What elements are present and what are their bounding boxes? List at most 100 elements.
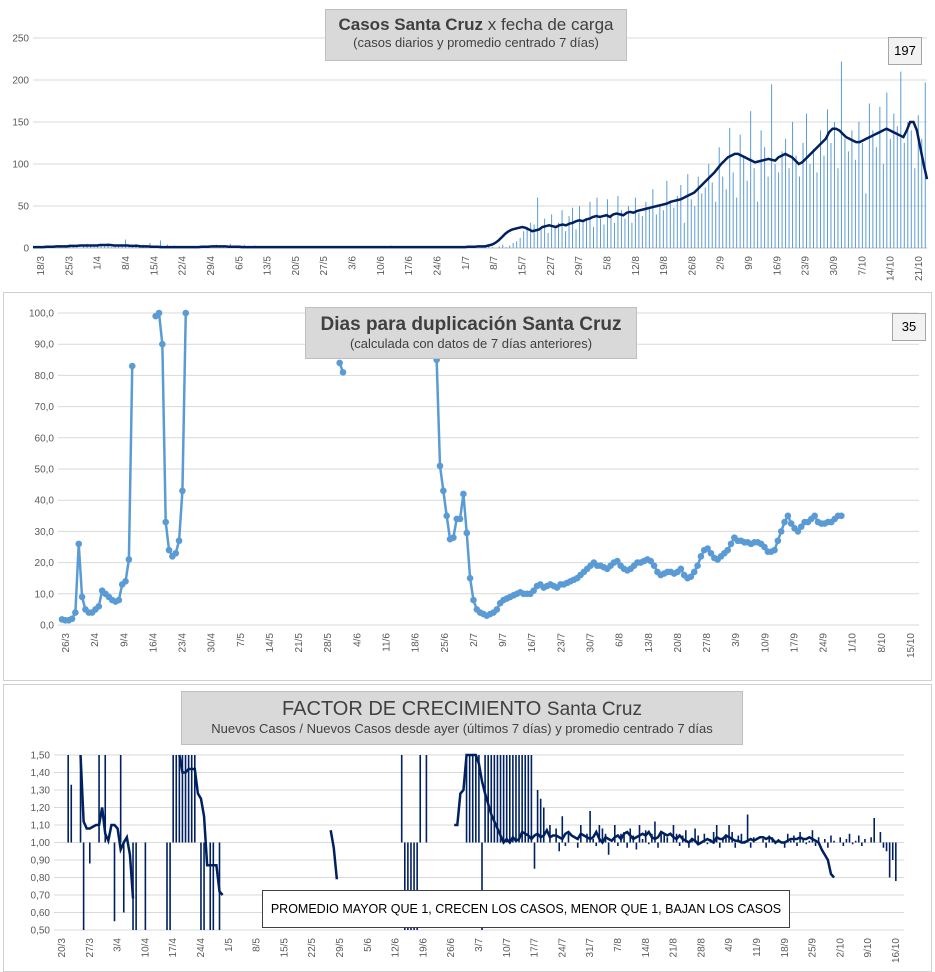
casos-ytick-label: 150 <box>12 118 29 129</box>
chart-casos-panel: 0 50 100 150 200 250 18/3 25/3 1/4 8/4 15/4 22/4 29/… <box>0 0 935 290</box>
duplicacion-ytick-label: 60,0 <box>35 433 55 444</box>
duplicacion-point <box>697 553 705 560</box>
factor-ytick-label: 1,20 <box>31 803 51 814</box>
duplicacion-xtick-label: 4/6 <box>352 633 363 647</box>
duplicacion-point <box>707 549 715 557</box>
factor-ytick-label: 1,30 <box>31 786 51 797</box>
factor-xtick-label: 19/6 <box>418 938 429 958</box>
factor-promedio-line <box>329 830 339 880</box>
duplicacion-point <box>530 587 537 594</box>
factor-xtick-label: 15/5 <box>279 938 290 958</box>
duplicacion-point <box>95 602 103 610</box>
casos-xtick-label: 17/6 <box>404 256 415 276</box>
duplicacion-point <box>179 487 186 495</box>
casos-xtick-label: 29/4 <box>206 256 217 276</box>
duplicacion-xtick-label: 9/7 <box>498 633 509 647</box>
duplicacion-point <box>781 518 788 526</box>
factor-xtick-label: 3/4 <box>113 938 124 952</box>
duplicacion-xtick-label: 26/3 <box>61 633 72 653</box>
chart-duplicacion-title-text: Dias para duplicación Santa Cruz <box>320 314 622 335</box>
duplicacion-xtick-label: 9/4 <box>119 633 130 647</box>
casos-xtick-label: 12/8 <box>631 256 642 276</box>
duplicacion-point <box>175 537 183 545</box>
factor-xtick-label: 18/9 <box>780 938 791 958</box>
casos-xtick-label: 23/9 <box>801 256 812 276</box>
duplicacion-ytick-label: 0,0 <box>40 621 54 632</box>
casos-ytick-label: 200 <box>12 76 29 87</box>
factor-xtick-label: 17/7 <box>530 938 541 958</box>
duplicacion-point <box>647 557 655 565</box>
duplicacion-xtick-label: 2/4 <box>90 633 101 647</box>
duplicacion-point <box>777 528 785 535</box>
factor-xtick-label: 26/6 <box>446 938 457 958</box>
duplicacion-xtick-label: 27/8 <box>702 633 713 653</box>
factor-ytick-label: 0,60 <box>31 908 51 919</box>
casos-xtick-label: 9/9 <box>744 256 755 270</box>
chart-casos-title-rest: x fecha de carga <box>487 15 614 34</box>
duplicacion-ytick-label: 80,0 <box>35 371 55 382</box>
factor-xtick-label: 1/5 <box>224 938 235 952</box>
duplicacion-point <box>172 549 180 557</box>
duplicacion-point <box>724 546 731 554</box>
duplicacion-xtick-label: 11/6 <box>382 633 393 652</box>
duplicacion-ytick-label: 100,0 <box>29 309 54 320</box>
factor-xtick-label: 5/6 <box>363 938 374 952</box>
factor-xtick-label: 28/8 <box>696 938 707 958</box>
duplicacion-xtick-label: 16/4 <box>148 633 159 653</box>
duplicacion-point <box>68 615 76 623</box>
casos-xtick-label: 19/8 <box>659 256 670 276</box>
duplicacion-ytick-label: 40,0 <box>35 496 55 507</box>
chart-factor-panel: 0,50 0,60 0,70 0,80 0,90 1,00 1,10 1,20 1,30 1,40… <box>3 684 932 972</box>
duplicacion-xtick-label: 15/10 <box>906 633 917 658</box>
casos-xtick-label: 13/5 <box>263 256 274 276</box>
factor-promedio-line <box>178 754 224 896</box>
factor-xtick-label: 21/8 <box>669 938 680 958</box>
duplicacion-point <box>450 534 457 541</box>
duplicacion-xtick-label: 23/4 <box>178 633 189 653</box>
factor-xtick-label: 2/10 <box>835 938 846 958</box>
chart-casos: 0 50 100 150 200 250 18/3 25/3 1/4 8/4 15/4 22/4 29/… <box>12 34 929 281</box>
duplicacion-point <box>493 606 501 613</box>
casos-xtick-label: 22/4 <box>178 256 189 276</box>
factor-xtick-label: 9/10 <box>863 938 874 958</box>
duplicacion-xtick-label: 7/5 <box>236 633 247 647</box>
factor-promedio-line <box>79 754 135 899</box>
factor-xtick-label: 14/8 <box>641 938 652 958</box>
duplicacion-xtick-label: 21/5 <box>294 633 305 653</box>
casos-xtick-label: 18/3 <box>36 256 47 276</box>
factor-ytick-label: 0,80 <box>31 873 51 884</box>
duplicacion-point <box>436 462 444 470</box>
casos-ytick-label: 250 <box>12 34 29 45</box>
chart-factor-note: PROMEDIO MAYOR QUE 1, CRECEN LOS CASOS, … <box>262 890 790 928</box>
duplicacion-xtick-label: 1/10 <box>848 633 859 653</box>
casos-xtick-label: 2/9 <box>716 256 727 270</box>
factor-xtick-label: 4/9 <box>724 938 735 952</box>
casos-xtick-label: 20/5 <box>291 256 302 276</box>
casos-xtick-label: 16/9 <box>772 256 783 276</box>
duplicacion-point <box>75 540 83 548</box>
duplicacion-point <box>162 518 169 526</box>
factor-xtick-label: 12/6 <box>391 938 402 958</box>
duplicacion-ytick-label: 50,0 <box>35 465 55 476</box>
duplicacion-xtick-label: 30/4 <box>207 633 218 653</box>
casos-xtick-label: 24/6 <box>433 256 444 276</box>
duplicacion-ytick-label: 30,0 <box>35 527 55 538</box>
casos-xtick-label: 25/3 <box>64 256 75 276</box>
duplicacion-line <box>154 310 188 559</box>
casos-xtick-label: 8/7 <box>489 256 500 270</box>
casos-xtick-label: 14/10 <box>886 256 897 281</box>
duplicacion-point <box>761 543 768 551</box>
duplicacion-point <box>838 512 845 520</box>
duplicacion-point <box>797 523 805 531</box>
duplicacion-point <box>771 546 778 554</box>
duplicacion-point <box>774 537 782 545</box>
duplicacion-point <box>122 578 129 585</box>
chart-factor-title-suffix: Santa Cruz <box>546 699 642 720</box>
factor-ytick-label: 0,70 <box>31 891 51 902</box>
chart-casos-title: Casos Santa Cruz x fecha de carga (casos… <box>325 9 627 61</box>
duplicacion-point <box>613 557 621 565</box>
casos-xtick-label: 3/6 <box>348 256 359 270</box>
duplicacion-point <box>128 362 136 370</box>
factor-xtick-label: 22/5 <box>307 938 318 958</box>
casos-xtick-label: 8/4 <box>121 256 132 270</box>
